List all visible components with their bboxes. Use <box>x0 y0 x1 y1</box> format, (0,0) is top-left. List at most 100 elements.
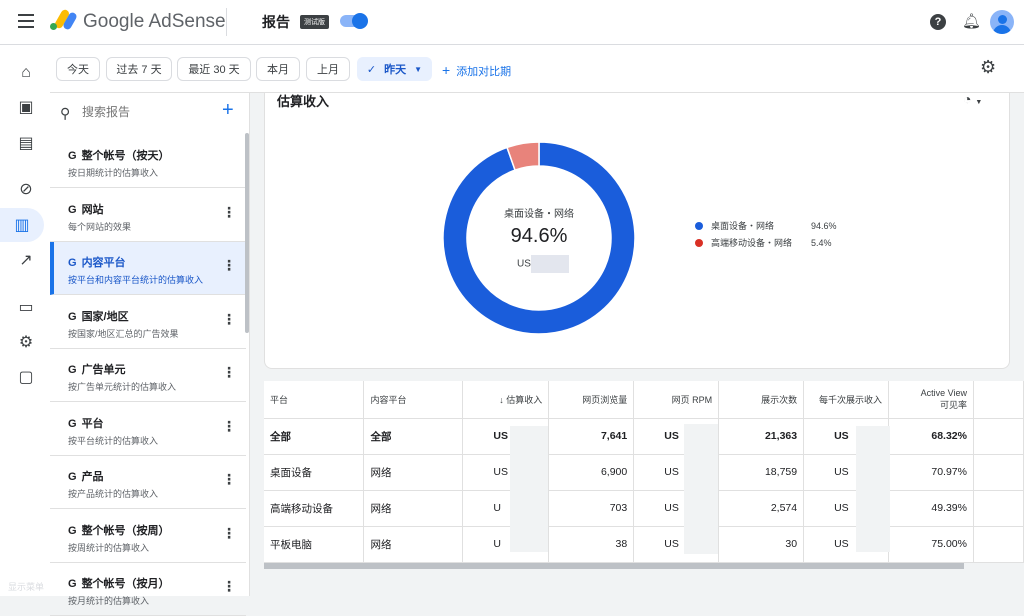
report-list-item[interactable]: G 平台 按平台统计的估算收入 ⋮ <box>50 403 246 456</box>
header-label: Active View <box>920 387 967 398</box>
beta-toggle[interactable] <box>340 13 368 29</box>
panel-scrollbar[interactable] <box>245 133 249 333</box>
column-header[interactable]: 网页浏览量 <box>548 381 635 419</box>
donut-slice[interactable] <box>506 141 540 172</box>
report-subtitle: 按广告单元统计的估算收入 <box>68 382 177 392</box>
report-title: G 广告单元 <box>68 364 126 376</box>
report-list-item[interactable]: G 内容平台按平台和内容平台统计的估算收入 ⋮ <box>50 242 246 295</box>
legend-dot <box>695 221 703 230</box>
report-list-item[interactable]: G 网站 每个网站的效果 ⋮ <box>50 189 246 242</box>
table-cell: 49.39% <box>888 490 974 527</box>
google-g-icon: G <box>68 203 77 216</box>
chart-type-icon[interactable]: ◔ ▼ <box>963 91 983 107</box>
table-cell: 703 <box>548 490 635 527</box>
avatar[interactable] <box>990 10 1014 34</box>
report-title: G 整个帐号（按月） <box>68 578 170 590</box>
legend-label: 高端移动设备・网络 <box>711 238 793 248</box>
table-cell: 21,363 <box>718 418 805 455</box>
payments-icon[interactable]: ▭ <box>18 299 34 316</box>
table-cell <box>973 526 1024 563</box>
ad-units-icon[interactable]: ▤ <box>18 135 34 152</box>
report-title: G 产品 <box>68 471 104 483</box>
table-cell: 18,759 <box>718 454 805 491</box>
table-cell: 平板电脑 <box>264 526 365 563</box>
report-title: G 整个帐号（按天） <box>68 150 170 162</box>
help-icon[interactable]: ? <box>930 14 946 30</box>
table-row[interactable]: 高端移动设备 网络 U 703 US 2,574 US 49.39% <box>264 490 1024 527</box>
search-reports-input[interactable] <box>82 105 222 119</box>
legend-value: 5.4% <box>811 237 832 248</box>
search-icon: ⚲ <box>60 105 71 121</box>
add-report-icon[interactable]: + <box>222 99 234 121</box>
column-header[interactable]: ↓ 估算收入 <box>462 381 550 419</box>
report-list-item[interactable]: G 国家/地区 按国家/地区汇总的广告效果 ⋮ <box>50 296 246 349</box>
legend-item[interactable]: 桌面设备・网络 94.6% <box>695 217 837 234</box>
table-cell: 2,574 <box>718 490 805 527</box>
table-h-scrollbar[interactable] <box>264 563 964 569</box>
column-header[interactable]: 平台 <box>264 381 365 419</box>
feedback-icon[interactable]: ▢ <box>18 369 34 386</box>
chart-card: 估算收入 ◔ ▼ 桌面设备・网络 94.6% US 桌面设备・网络 94.6% 高端… <box>264 91 1010 369</box>
more-options-icon[interactable]: ⋮ <box>222 203 236 220</box>
settings-icon[interactable]: ⚙ <box>980 57 997 77</box>
menu-icon[interactable] <box>18 14 34 28</box>
chart-title: 估算收入 <box>277 94 330 109</box>
report-subtitle: 按平台和内容平台统计的估算收入 <box>68 275 204 285</box>
add-compare-label: 添加对比期 <box>456 66 512 78</box>
more-options-icon[interactable]: ⋮ <box>222 257 236 273</box>
center-value: 94.6% <box>510 225 568 247</box>
column-header[interactable] <box>973 381 1024 419</box>
more-options-icon[interactable]: ⋮ <box>222 471 236 487</box>
show-menu-label[interactable]: 显示菜单 <box>8 582 45 592</box>
column-header[interactable]: 网页 RPM <box>633 381 720 419</box>
table-row[interactable]: 桌面设备 网络 US 6,900 US 18,759 US 70.97% <box>264 454 1024 491</box>
settings-icon[interactable]: ⚙ <box>18 334 34 351</box>
table-cell <box>973 454 1024 491</box>
trend-icon[interactable]: ↗ <box>19 252 33 269</box>
column-header[interactable]: 内容平台 <box>363 381 464 419</box>
report-title: G 内容平台 <box>68 257 126 269</box>
more-options-icon[interactable]: ⋮ <box>222 364 236 380</box>
more-options-icon[interactable]: ⋮ <box>222 310 236 327</box>
table-cell: 6,900 <box>548 454 635 491</box>
report-subtitle: 按产品统计的估算收入 <box>68 489 159 499</box>
report-list-item[interactable]: G 广告单元按广告单元统计的估算收入 ⋮ <box>50 349 246 402</box>
home-icon[interactable]: ⌂ <box>21 64 31 81</box>
report-subtitle: 每个网站的效果 <box>68 221 132 232</box>
chip-last-month[interactable]: 上月 <box>306 57 350 81</box>
chip-yesterday[interactable]: ✓ 昨天 ▼ <box>357 57 432 81</box>
table-cell: 网络 <box>363 454 464 491</box>
sites-icon[interactable]: ▣ <box>18 99 34 116</box>
column-header[interactable]: 展示次数 <box>718 381 805 419</box>
page-title: 报告 <box>262 14 290 30</box>
selected-label: 昨天 <box>384 64 407 76</box>
block-icon[interactable]: ⊘ <box>19 181 33 198</box>
google-g-icon: G <box>68 150 77 162</box>
header-label: 展示次数 <box>761 394 798 405</box>
bell-icon[interactable]: 🔔︎ <box>962 13 982 30</box>
dropdown-icon: ▼ <box>414 64 423 74</box>
report-list-item[interactable]: G 产品按产品统计的估算收入 ⋮ <box>50 456 246 509</box>
donut-slice[interactable] <box>442 141 636 335</box>
reports-icon[interactable]: ▥ <box>0 208 44 242</box>
legend-item[interactable]: 高端移动设备・网络 5.4% <box>695 234 837 251</box>
table-row[interactable]: 全部 全部 US 7,641 US 21,363 US 68.32% <box>264 418 1024 455</box>
date-filter-bar: 今天 过去 7 天 最近 30 天 本月 上月 ✓ 昨天 ▼ + 添加对比期 ⚙ <box>50 45 1024 93</box>
report-list-item[interactable]: G 整个帐号（按月） 按月统计的估算收入 ⋮ <box>50 563 246 616</box>
more-options-icon[interactable]: ⋮ <box>222 524 236 541</box>
chip-last-30[interactable]: 最近 30 天 <box>177 57 251 81</box>
report-list-item[interactable]: G 整个帐号（按天） 按日期统计的估算收入 <box>50 135 246 188</box>
beta-badge: 测试版 <box>300 15 329 29</box>
column-header[interactable]: 每千次展示收入 <box>803 381 890 419</box>
more-options-icon[interactable]: ⋮ <box>222 578 236 594</box>
more-options-icon[interactable]: ⋮ <box>222 417 236 434</box>
chip-last-7[interactable]: 过去 7 天 <box>106 57 172 81</box>
chip-this-month[interactable]: 本月 <box>256 57 300 81</box>
table-row[interactable]: 平板电脑 网络 U 38 US 30 US 75.00% <box>264 526 1024 563</box>
header-label: 网页 RPM <box>671 394 713 405</box>
report-list-item[interactable]: G 整个帐号（按周） 按周统计的估算收入 ⋮ <box>50 510 246 563</box>
add-compare-button[interactable]: + 添加对比期 <box>442 62 511 79</box>
chip-today[interactable]: 今天 <box>56 57 100 81</box>
legend-label: 桌面设备・网络 <box>711 221 775 231</box>
column-header[interactable]: Active View 可见率 <box>888 381 974 419</box>
